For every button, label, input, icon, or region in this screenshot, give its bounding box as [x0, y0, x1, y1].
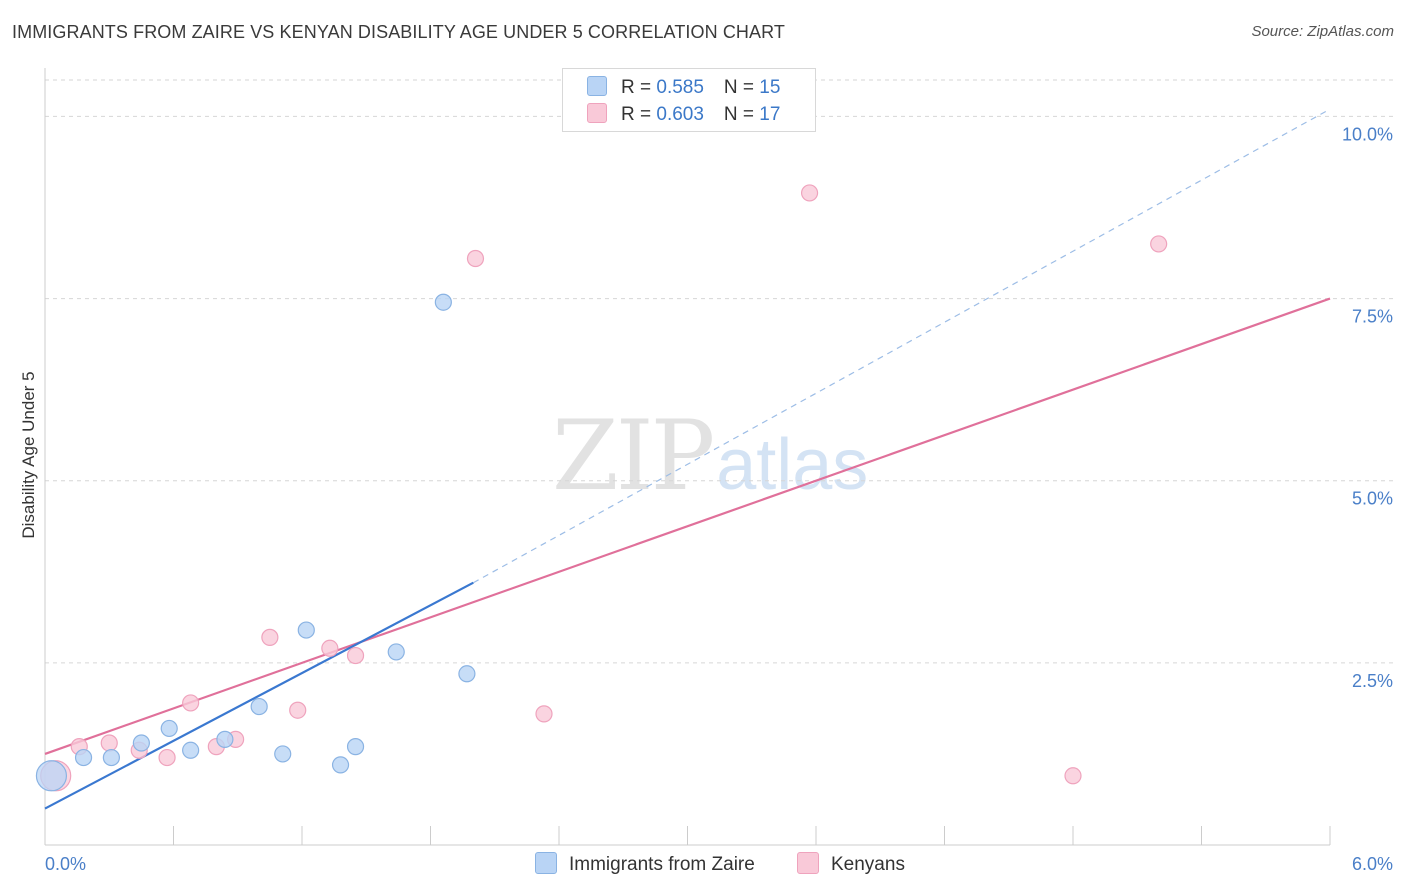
trend-lines — [44, 108, 1331, 810]
legend-r-value: 0.585 — [656, 77, 704, 98]
point-zaire — [346, 738, 365, 756]
legend-r-value: 0.603 — [656, 104, 704, 125]
point-kenyans — [100, 734, 118, 752]
data-points — [35, 184, 1168, 792]
point-zaire — [250, 697, 268, 716]
x-tick-label-end: 6.0% — [1352, 854, 1393, 874]
point-zaire — [331, 756, 350, 774]
point-zaire — [297, 621, 315, 639]
point-kenyans — [289, 701, 307, 719]
y-tick-label: 5.0% — [1352, 489, 1393, 509]
legend-r-label: R = — [621, 104, 657, 125]
trend-line-kenyans — [44, 297, 1331, 755]
point-kenyans — [800, 184, 819, 202]
point-zaire — [132, 734, 150, 752]
axis-labels: 2.5% 5.0% 7.5% 10.0% 0.0% 6.0% Disability Age … — [19, 124, 1393, 874]
legend-swatch-zaire — [587, 76, 607, 96]
point-zaire — [216, 730, 234, 748]
legend-swatch-zaire — [535, 852, 557, 874]
point-kenyans — [535, 705, 553, 723]
point-zaire — [160, 719, 178, 738]
source-label: Source: ZipAtlas.com — [1251, 23, 1394, 40]
correlation-legend: R = 0.585 N = 15 R = 0.603 N = 17 — [562, 68, 816, 132]
legend-n-value: 17 — [759, 104, 781, 125]
point-kenyans — [1150, 235, 1168, 253]
legend-n-label: N = — [723, 104, 760, 125]
y-tick-label: 7.5% — [1352, 307, 1393, 327]
trend-line-zaire — [44, 581, 474, 810]
legend-label-zaire: Immigrants from Zaire — [569, 854, 755, 875]
legend-label-kenyans: Kenyans — [831, 854, 905, 875]
point-kenyans — [158, 748, 176, 767]
axes — [44, 68, 1331, 846]
legend-item-kenyans[interactable]: Kenyans — [797, 852, 905, 876]
trend-line-zaire-extension — [473, 108, 1331, 584]
point-zaire — [434, 293, 452, 311]
legend-r-label: R = — [621, 77, 657, 98]
watermark: ZIPatlas — [552, 400, 868, 512]
y-tick-label: 2.5% — [1352, 671, 1393, 691]
chart-title: IMMIGRANTS FROM ZAIRE VS KENYAN DISABILI… — [12, 22, 785, 42]
point-zaire — [387, 643, 405, 661]
point-kenyans — [1064, 767, 1082, 785]
legend-row-zaire: R = 0.585 N = 15 — [587, 76, 780, 100]
y-axis-label: Disability Age Under 5 — [19, 371, 38, 538]
legend-swatch-kenyans — [797, 852, 819, 874]
point-kenyans — [182, 694, 200, 712]
legend-n-label: N = — [723, 77, 760, 98]
point-kenyans — [466, 249, 485, 268]
watermark-atlas: atlas — [716, 425, 869, 505]
legend-item-zaire[interactable]: Immigrants from Zaire — [535, 852, 755, 876]
x-tick-label-start: 0.0% — [45, 854, 86, 874]
legend-row-kenyans: R = 0.603 N = 17 — [587, 103, 780, 127]
watermark-zip: ZIP — [552, 400, 715, 512]
point-zaire — [182, 741, 200, 759]
legend-n-value: 15 — [759, 77, 781, 98]
y-tick-label: 10.0% — [1342, 124, 1393, 144]
point-zaire — [35, 760, 68, 792]
grid-lines — [45, 79, 1395, 664]
point-zaire — [102, 748, 120, 767]
legend-swatch-kenyans — [587, 103, 607, 123]
point-kenyans — [261, 628, 279, 646]
point-zaire — [458, 665, 476, 683]
point-kenyans — [346, 646, 365, 665]
point-zaire — [74, 748, 93, 767]
point-kenyans — [321, 639, 339, 657]
series-legend: Immigrants from Zaire Kenyans — [0, 852, 1406, 878]
point-zaire — [274, 745, 292, 763]
